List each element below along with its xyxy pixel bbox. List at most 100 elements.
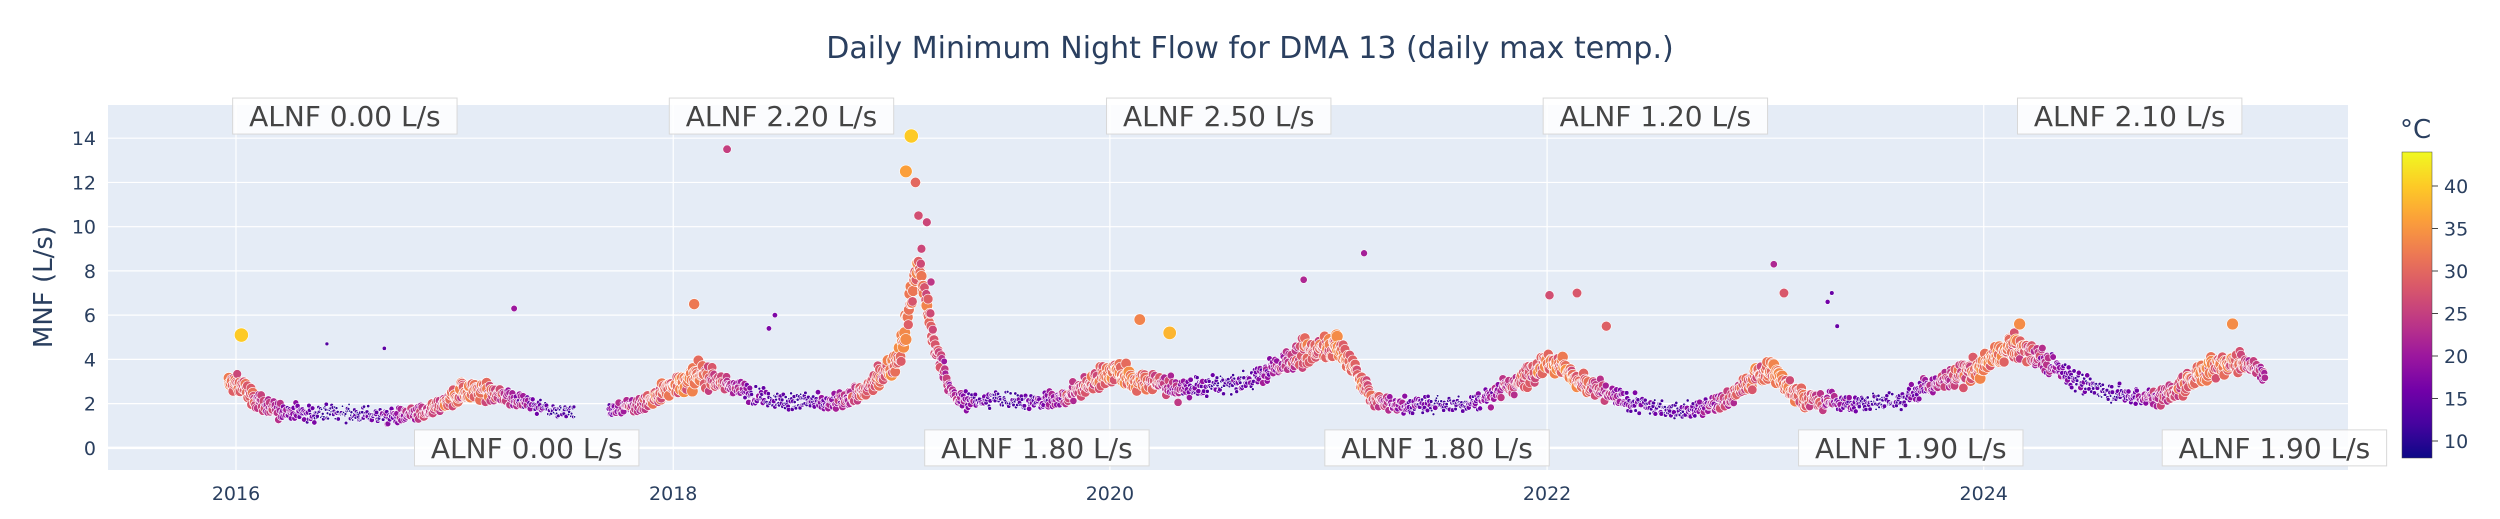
- data-point: [1444, 402, 1449, 407]
- data-point: [1624, 390, 1630, 396]
- outlier-point: [903, 128, 919, 144]
- outlier-point: [1571, 287, 1583, 299]
- data-point: [1876, 393, 1881, 398]
- plot-background: [108, 105, 2348, 470]
- annotation-text: ALNF 1.80 L/s: [941, 432, 1133, 465]
- data-point: [1636, 410, 1642, 416]
- outlier-point: [1360, 249, 1368, 257]
- data-point: [1674, 400, 1679, 405]
- data-point: [783, 395, 788, 400]
- data-point: [2065, 364, 2072, 371]
- data-point: [1642, 397, 1648, 403]
- data-point: [1216, 381, 1220, 385]
- data-point: [573, 415, 577, 419]
- colorbar-tick-label: 40: [2444, 176, 2468, 198]
- annotation-text: ALNF 2.50 L/s: [1123, 100, 1315, 133]
- data-point: [1487, 403, 1495, 412]
- data-point: [995, 391, 1001, 396]
- colorbar-tick-label: 35: [2444, 219, 2468, 241]
- x-tick-label: 2020: [1086, 483, 1134, 505]
- data-point: [2116, 380, 2123, 387]
- data-point: [349, 410, 354, 415]
- y-tick-label: 8: [84, 261, 96, 283]
- alnf-annotation: ALNF 1.90 L/s: [1798, 429, 2024, 467]
- colorbar-tick-label: 30: [2444, 261, 2468, 283]
- data-point: [1890, 392, 1895, 397]
- data-point: [1428, 399, 1434, 404]
- data-point: [814, 389, 822, 396]
- data-point: [760, 385, 767, 391]
- outlier-point: [2226, 317, 2239, 331]
- data-point: [311, 419, 318, 426]
- data-point: [2073, 388, 2078, 394]
- data-point: [2100, 395, 2104, 399]
- annotation-text: ALNF 0.00 L/s: [249, 100, 441, 133]
- data-point: [972, 391, 978, 398]
- data-point: [2088, 376, 2093, 382]
- data-point: [347, 402, 351, 406]
- data-point: [1845, 394, 1853, 402]
- data-point: [1232, 376, 1237, 381]
- data-point: [1220, 385, 1224, 389]
- data-point: [1441, 408, 1446, 413]
- data-point: [1005, 389, 1010, 394]
- data-point: [1425, 393, 1431, 399]
- data-point: [1206, 379, 1212, 384]
- data-point: [2069, 384, 2075, 391]
- alnf-annotation: ALNF 1.80 L/s: [1324, 429, 1550, 467]
- outlier-point: [2013, 317, 2026, 331]
- data-point: [2074, 382, 2079, 387]
- data-point: [907, 285, 919, 297]
- data-point: [1436, 394, 1440, 398]
- data-point: [793, 406, 798, 411]
- data-point: [309, 405, 316, 411]
- data-point: [323, 407, 328, 412]
- data-point: [335, 416, 341, 422]
- data-point: [2038, 344, 2047, 353]
- data-point: [753, 384, 758, 389]
- x-tick-label: 2022: [1523, 483, 1571, 505]
- data-point: [559, 406, 563, 410]
- data-point: [1659, 398, 1665, 403]
- data-point: [765, 391, 771, 397]
- data-point: [2105, 397, 2111, 402]
- colorbar-tick-label: 25: [2444, 304, 2468, 326]
- annotation-text: ALNF 2.10 L/s: [2034, 100, 2226, 133]
- data-point: [1008, 391, 1013, 396]
- data-point: [1510, 390, 1519, 399]
- data-point: [1194, 375, 1200, 380]
- data-point: [1234, 389, 1239, 394]
- data-point: [907, 296, 918, 307]
- x-tick-label: 2024: [1960, 483, 2008, 505]
- outlier-point: [913, 210, 924, 221]
- outlier-point: [771, 312, 778, 319]
- data-point: [2091, 386, 2096, 391]
- alnf-annotation: ALNF 0.00 L/s: [413, 429, 640, 467]
- outlier-point: [916, 244, 927, 254]
- outlier-point: [510, 304, 518, 313]
- outlier-point: [922, 217, 932, 227]
- colorbar-ticks: 10 15 20 25 30 35 40: [2432, 176, 2468, 453]
- data-point: [1456, 394, 1461, 399]
- y-tick-label: 14: [72, 128, 96, 150]
- data-point: [2260, 373, 2269, 382]
- data-point: [1453, 406, 1458, 412]
- outlier-point: [688, 298, 701, 310]
- data-point: [322, 415, 326, 419]
- outlier-point: [1601, 320, 1612, 332]
- data-point: [1692, 413, 1698, 419]
- data-point: [789, 391, 793, 396]
- annotation-text: ALNF 2.20 L/s: [686, 100, 878, 133]
- data-point: [362, 404, 366, 409]
- outlier-point: [765, 325, 772, 332]
- data-point: [1648, 411, 1652, 416]
- annotation-text: ALNF 0.00 L/s: [431, 432, 623, 465]
- data-point: [928, 324, 938, 335]
- data-point: [1187, 376, 1194, 383]
- outlier-point: [1769, 260, 1778, 269]
- alnf-annotation: ALNF 2.50 L/s: [1106, 97, 1332, 135]
- data-point: [1221, 391, 1226, 397]
- data-point: [334, 406, 339, 410]
- outlier-point: [926, 277, 936, 287]
